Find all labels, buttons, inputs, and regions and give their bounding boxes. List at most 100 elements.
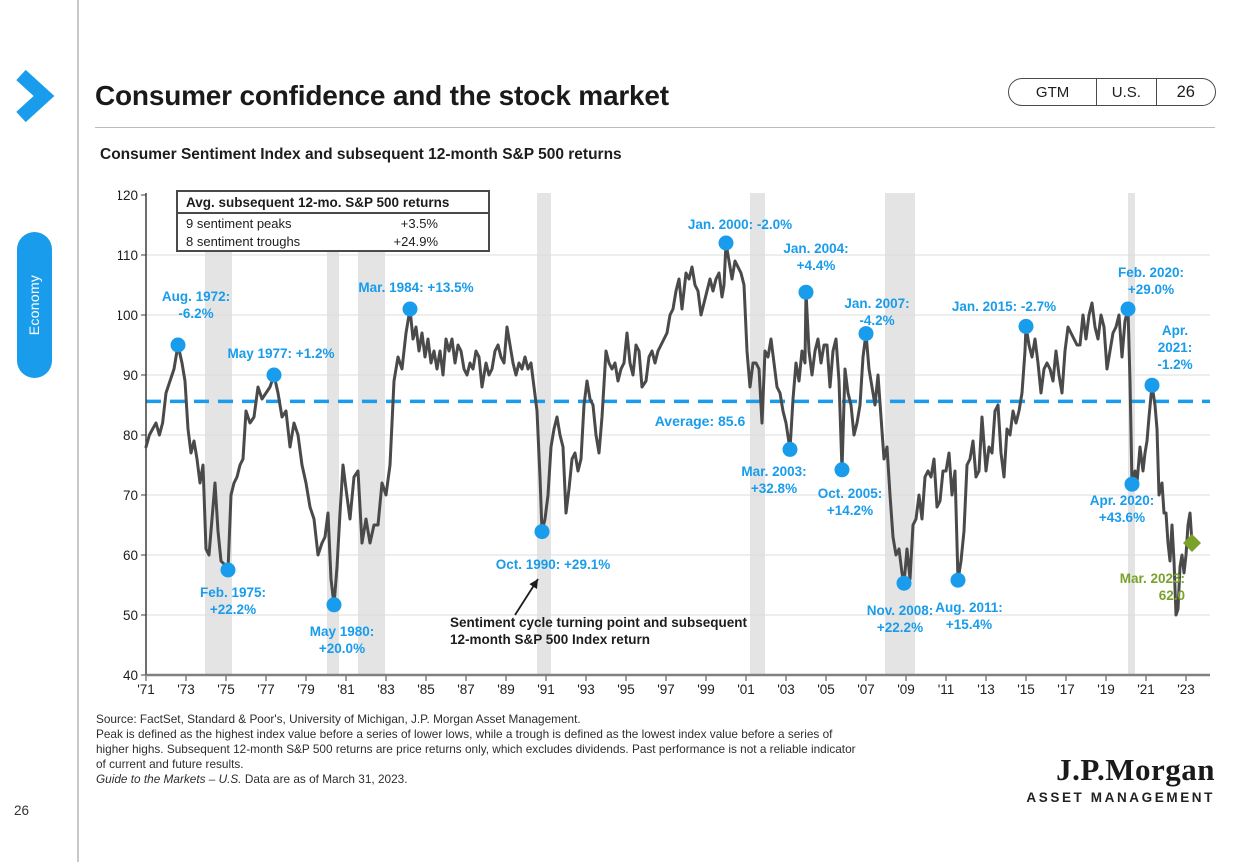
as-of-date: Data are as of March 31, 2023. <box>241 772 408 786</box>
turning-point-marker <box>1120 301 1136 317</box>
y-tick-label: 50 <box>123 608 138 623</box>
x-tick-label: '21 <box>1137 682 1155 697</box>
chart-annotation: Apr. 2021: -1.2% <box>1157 323 1192 372</box>
x-tick-label: '85 <box>417 682 435 697</box>
sentiment-chart-svg: 40 50 60 70 80 90 100 110 120 '71 '73 '75 '77 '79 '81 '… <box>115 188 1210 697</box>
turning-point-marker <box>1144 377 1160 393</box>
x-tick-label: '15 <box>1017 682 1035 697</box>
legend-table: Avg. subsequent 12-mo. S&P 500 returns 9… <box>176 190 490 252</box>
gtm-citation: Guide to the Markets – U.S. <box>96 772 242 786</box>
chart-annotation: Aug. 1972: -6.2% <box>162 289 230 321</box>
turning-point-marker <box>798 284 814 300</box>
y-tick-label: 70 <box>123 488 138 503</box>
sidebar-section-label: Economy <box>26 274 43 336</box>
source-footnote: Source: FactSet, Standard & Poor's, Univ… <box>96 712 1046 787</box>
y-tick-label: 90 <box>123 368 138 383</box>
chart-annotation: Oct. 1990: +29.1% <box>496 557 610 572</box>
x-tick-label: '19 <box>1097 682 1115 697</box>
footnote-line-2: Peak is defined as the highest index val… <box>96 727 833 741</box>
x-tick-label: '11 <box>938 682 955 697</box>
asset-management-label: ASSET MANAGEMENT <box>1026 790 1215 805</box>
chart-annotation: Aug. 2011: +15.4% <box>935 600 1003 632</box>
chevron-right-icon <box>16 69 55 123</box>
gtm-region-label: U.S. <box>1096 79 1155 105</box>
left-divider-line <box>77 0 79 862</box>
turning-point-marker <box>402 301 418 317</box>
legend-header: Avg. subsequent 12-mo. S&P 500 returns <box>178 192 488 214</box>
x-tick-label: '13 <box>977 682 995 697</box>
gtm-page-number: 26 <box>1155 79 1215 105</box>
chart-annotation: Sentiment cycle turning point and subseq… <box>450 615 748 647</box>
chart-annotation: Mar. 2003: +32.8% <box>741 464 806 496</box>
chart-annotation: Jan. 2015: -2.7% <box>952 299 1056 314</box>
x-tick-label: '05 <box>817 682 835 697</box>
recession-band <box>358 193 385 675</box>
recession-band <box>885 193 915 675</box>
chart-annotation: Feb. 1975: +22.2% <box>200 585 266 617</box>
y-tick-label: 100 <box>118 308 138 323</box>
chart-annotation: May 1977: +1.2% <box>228 346 335 361</box>
y-tick-label: 60 <box>123 548 138 563</box>
chart-title: Consumer Sentiment Index and subsequent … <box>100 146 622 163</box>
slide-page-number: 26 <box>14 803 30 818</box>
chart-annotation: Nov. 2008: +22.2% <box>867 603 934 635</box>
x-tick-label: '71 <box>137 682 155 697</box>
turning-point-marker <box>170 337 186 353</box>
latest-value-diamond <box>1183 534 1201 552</box>
x-tick-label: '91 <box>537 682 555 697</box>
x-tick-label: '03 <box>777 682 795 697</box>
x-tick-label: '81 <box>337 682 355 697</box>
x-tick-label: '73 <box>177 682 195 697</box>
callout-arrow-head <box>529 579 538 590</box>
x-tick-label: '23 <box>1177 682 1195 697</box>
footnote-line-5: Guide to the Markets – U.S. Data are as … <box>96 772 1046 787</box>
y-tick-label: 110 <box>118 248 138 263</box>
legend-troughs-label: 8 sentiment troughs <box>186 233 301 249</box>
footnote-line-3: higher highs. Subsequent 12-month S&P 50… <box>96 742 856 756</box>
turning-point-marker <box>950 572 966 588</box>
x-tick-label: '17 <box>1057 682 1075 697</box>
chart-annotation: May 1980: +20.0% <box>310 624 375 656</box>
x-tick-label: '09 <box>897 682 915 697</box>
legend-peaks-label: 9 sentiment peaks <box>186 215 292 231</box>
sidebar-section-tab-economy[interactable]: Economy <box>17 232 52 378</box>
turning-point-marker <box>1018 318 1034 334</box>
y-tick-label: 80 <box>123 428 138 443</box>
chart-annotation: Feb. 2020: +29.0% <box>1118 265 1184 297</box>
gtm-page-badge: GTM U.S. 26 <box>1008 78 1216 106</box>
x-tick-label: '79 <box>297 682 315 697</box>
y-tick-label: 40 <box>123 668 138 683</box>
chart-annotation: Jan. 2004: +4.4% <box>783 241 848 273</box>
chart-annotation: Mar. 1984: +13.5% <box>358 280 473 295</box>
recession-band <box>750 193 765 675</box>
x-tick-label: '07 <box>857 682 875 697</box>
x-tick-label: '89 <box>497 682 515 697</box>
turning-point-marker <box>834 462 850 478</box>
legend-row-peaks: 9 sentiment peaks +3.5% <box>178 214 488 232</box>
x-tick-label: '93 <box>577 682 595 697</box>
legend-troughs-value: +24.9% <box>393 233 438 249</box>
x-tick-label: '77 <box>257 682 275 697</box>
x-tick-label: '01 <box>737 682 755 697</box>
turning-point-marker <box>1124 476 1140 492</box>
turning-point-marker <box>220 562 236 578</box>
chart-annotation: Average: 85.6 <box>655 413 746 429</box>
chart-annotation: Mar. 2023: 62.0 <box>1120 571 1185 603</box>
turning-point-marker <box>896 575 912 591</box>
page-title: Consumer confidence and the stock market <box>95 80 669 111</box>
chart-annotation: Jan. 2000: -2.0% <box>688 217 792 232</box>
chart-annotation: Apr. 2020: +43.6% <box>1090 493 1155 525</box>
turning-point-marker <box>858 326 874 342</box>
x-tick-label: '75 <box>217 682 235 697</box>
chart-annotation: Oct. 2005: +14.2% <box>818 486 883 518</box>
legend-peaks-value: +3.5% <box>400 215 438 231</box>
turning-point-marker <box>534 524 550 540</box>
jpmorgan-logo: J.P.Morgan ASSET MANAGEMENT <box>1026 752 1215 805</box>
sentiment-line <box>144 241 1194 617</box>
x-tick-label: '95 <box>617 682 635 697</box>
title-rule <box>95 127 1215 128</box>
x-tick-label: '87 <box>457 682 475 697</box>
jpmorgan-wordmark: J.P.Morgan <box>1056 752 1215 787</box>
turning-point-marker <box>782 441 798 457</box>
